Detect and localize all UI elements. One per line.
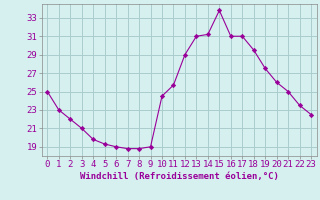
X-axis label: Windchill (Refroidissement éolien,°C): Windchill (Refroidissement éolien,°C) [80,172,279,181]
